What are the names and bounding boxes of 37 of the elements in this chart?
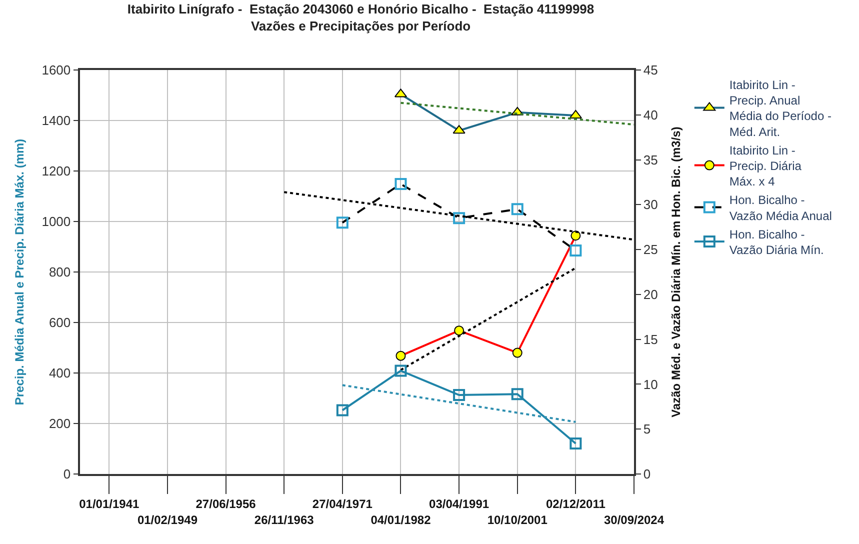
x-tick-label: 26/11/1963 [254, 512, 314, 527]
legend-label: Hon. Bicalho - Vazão Média Anual [729, 193, 832, 223]
legend-label: Itabirito Lin - Precip. Anual Média do Período - Méd. Arit. [729, 78, 832, 139]
x-tick-label: 01/01/1941 [79, 497, 140, 512]
y-tick-label: 0 [63, 466, 71, 482]
x-tick-label: 01/02/1949 [137, 512, 198, 527]
y-tick-label: 800 [48, 264, 71, 280]
chart-title: Itabirito Linígrafo - Estação 2043060 e Honório Bicalho - Estação 41199998 [127, 2, 594, 17]
x-tick-label: 03/04/1991 [429, 497, 490, 512]
y-tick-label: 600 [48, 315, 71, 330]
y-axis-title: Precip. Média Anual e Precip. Diária Máx. (mm) [12, 138, 27, 406]
y2-tick-label: 15 [643, 332, 658, 347]
y2-tick-label: 25 [643, 242, 658, 258]
x-tick-label: 10/10/2001 [487, 512, 548, 527]
y-tick-label: 1600 [42, 62, 71, 78]
y-tick-label: 1000 [42, 214, 71, 230]
y2-tick-label: 10 [643, 376, 658, 392]
x-tick-label: 27/06/1956 [196, 497, 256, 512]
y2-axis-title: Vazão Méd. e Vazão Diária Mín. em Hon. Bic. (m3/s) [669, 126, 684, 418]
y2-tick-label: 40 [643, 107, 658, 122]
y2-tick-label: 0 [643, 466, 651, 482]
legend-label: Itabirito Lin - Precip. Diária Máx. x 4 [729, 143, 802, 189]
y-tick-label: 400 [48, 366, 71, 381]
y2-tick-label: 20 [643, 286, 658, 302]
y2-tick-label: 35 [643, 152, 658, 168]
x-tick-label: 04/01/1982 [370, 512, 432, 527]
y-tick-label: 200 [48, 416, 71, 432]
x-tick-label: 27/04/1971 [312, 497, 373, 512]
legend-label: Hon. Bicalho - Vazão Diária Mín. [729, 227, 824, 257]
y-tick-label: 1200 [42, 164, 71, 179]
y2-tick-label: 30 [643, 197, 658, 212]
y2-tick-label: 45 [643, 62, 658, 78]
chart-subtitle: Vazões e Precipitações por Período [250, 18, 471, 34]
x-tick-label: 30/09/2024 [604, 512, 664, 527]
y2-tick-label: 5 [643, 422, 651, 437]
x-tick-label: 02/12/2011 [546, 497, 606, 512]
y-tick-label: 1400 [42, 113, 71, 128]
